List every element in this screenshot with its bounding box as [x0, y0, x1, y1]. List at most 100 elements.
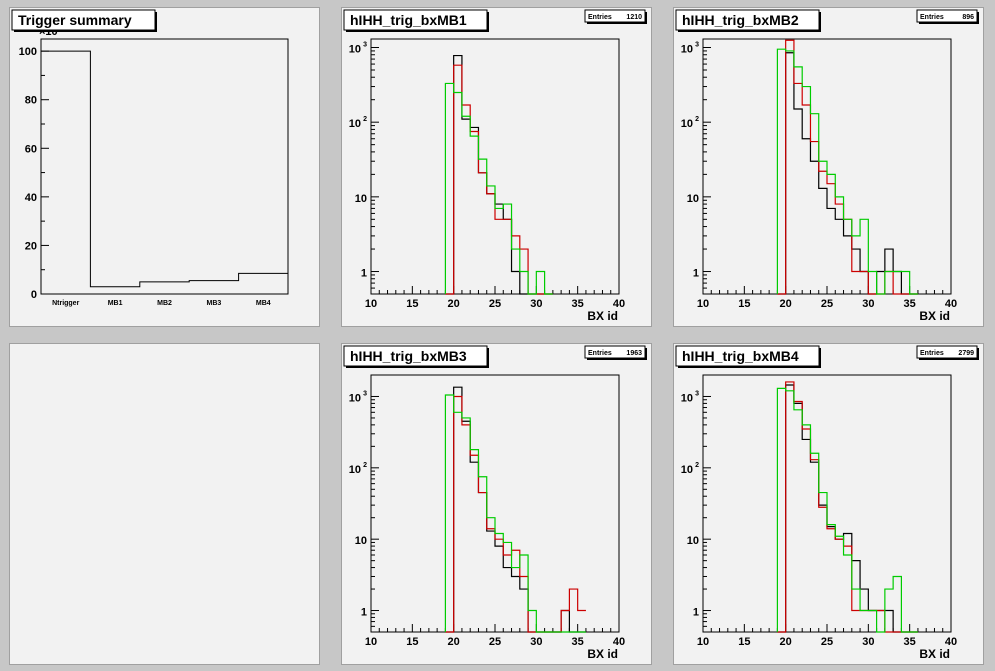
y-tick-label-2: 10: [681, 464, 693, 476]
stats-box-shadow: [977, 12, 979, 24]
chart-title-shadow: [155, 12, 157, 31]
stats-value: 2799: [958, 350, 974, 357]
category-label-1: MB1: [108, 300, 123, 307]
series-2: [444, 82, 553, 295]
stats-label: Entries: [920, 14, 944, 21]
series-0: [445, 386, 586, 633]
x-tick-label-5: 35: [572, 636, 584, 648]
y-tick-label-2: 10: [349, 118, 361, 130]
plot-frame: [40, 38, 289, 295]
y-tick-exp-3: 3: [363, 390, 367, 397]
chart-title: Trigger summary: [18, 12, 132, 28]
pad-empty: [9, 343, 320, 665]
y-tick-exp-2: 2: [363, 116, 367, 123]
y-tick-label-2: 10: [349, 464, 361, 476]
series-2-line: [776, 387, 918, 633]
series-1-line: [445, 395, 586, 633]
series-1-line: [777, 39, 918, 295]
chart-title-shadow-bottom: [678, 30, 821, 32]
y-tick-label-5: 100: [19, 46, 37, 58]
pad-bx-mb2: 10 15 20 25 30 35 40 1 10 10 2 10 3 BX id hIHH_trig_bx…: [673, 7, 984, 327]
y-tick-label-1: 10: [687, 535, 699, 547]
y-tick-label-3: 10: [349, 44, 361, 56]
x-tick-label-3: 25: [489, 636, 501, 648]
x-tick-label-1: 15: [738, 636, 750, 648]
y-tick-exp-2: 2: [695, 116, 699, 123]
series-1: [777, 381, 918, 633]
x-tick-label-6: 40: [945, 298, 957, 310]
x-tick-label-4: 30: [530, 636, 542, 648]
y-tick-label-3: 10: [681, 44, 693, 56]
x-tick-label-1: 15: [406, 298, 418, 310]
chart-title-shadow: [487, 348, 489, 367]
y-tick-label-0: 1: [361, 607, 367, 619]
x-axis-label: BX id: [919, 647, 950, 661]
x-tick-label-0: 10: [697, 636, 709, 648]
x-tick-label-3: 25: [821, 636, 833, 648]
series-2-line: [444, 394, 586, 633]
x-tick-label-0: 10: [365, 298, 377, 310]
x-tick-label-1: 15: [738, 298, 750, 310]
y-tick-label-1: 10: [355, 535, 367, 547]
series-2: [776, 48, 918, 295]
stats-box-shadow-bottom: [587, 22, 647, 24]
y-tick-label-3: 10: [349, 392, 361, 404]
series-1-line: [777, 381, 918, 633]
stats-box-shadow-bottom: [919, 22, 979, 24]
y-tick-label-2: 40: [25, 192, 37, 204]
y-tick-label-3: 60: [25, 143, 37, 155]
chart-title-shadow: [819, 348, 821, 367]
series-0: [777, 52, 918, 295]
stats-box-shadow: [977, 348, 979, 360]
stats-box-shadow-bottom: [919, 358, 979, 360]
series-2-line: [444, 82, 553, 295]
y-tick-exp-2: 2: [695, 462, 699, 469]
series-2: [444, 394, 586, 633]
category-label-4: MB4: [256, 300, 271, 307]
series-0-line: [445, 386, 586, 633]
x-tick-label-5: 35: [904, 636, 916, 648]
stats-box-shadow: [645, 12, 647, 24]
x-tick-label-3: 25: [489, 298, 501, 310]
chart-title-shadow: [819, 12, 821, 31]
category-label-0: Ntrigger: [52, 300, 80, 307]
x-tick-label-6: 40: [613, 636, 625, 648]
stats-value: 896: [962, 14, 974, 21]
x-tick-label-4: 30: [862, 298, 874, 310]
x-tick-label-2: 20: [448, 636, 460, 648]
chart-title-shadow: [487, 12, 489, 31]
y-tick-label-0: 1: [361, 268, 367, 280]
stats-label: Entries: [588, 350, 612, 357]
chart-svg-0: 020406080100×103NtriggerMB1MB2MB3MB4Trig…: [11, 9, 289, 307]
chart-title-shadow-bottom: [346, 366, 489, 368]
chart-title: hIHH_trig_bxMB2: [682, 12, 799, 28]
x-tick-label-2: 20: [780, 298, 792, 310]
stats-value: 1210: [626, 14, 642, 21]
x-tick-label-0: 10: [365, 636, 377, 648]
x-tick-label-1: 15: [406, 636, 418, 648]
x-tick-label-2: 20: [780, 636, 792, 648]
chart-title: hIHH_trig_bxMB4: [682, 348, 799, 364]
x-tick-label-2: 20: [448, 298, 460, 310]
y-tick-label-3: 10: [681, 392, 693, 404]
y-tick-label-2: 10: [681, 118, 693, 130]
x-tick-label-6: 40: [613, 298, 625, 310]
stats-box-shadow: [645, 348, 647, 360]
stats-label: Entries: [588, 14, 612, 21]
y-tick-exp-3: 3: [695, 42, 699, 49]
x-tick-label-4: 30: [862, 636, 874, 648]
x-tick-label-3: 25: [821, 298, 833, 310]
stats-value: 1963: [626, 350, 642, 357]
x-tick-label-4: 30: [530, 298, 542, 310]
x-tick-label-0: 10: [697, 298, 709, 310]
series-0-line: [777, 52, 918, 295]
y-tick-label-4: 80: [25, 95, 37, 107]
chart-title-shadow-bottom: [14, 30, 157, 32]
series-2: [776, 387, 918, 633]
x-tick-label-5: 35: [572, 298, 584, 310]
chart-title-shadow-bottom: [346, 30, 489, 32]
chart-title: hIHH_trig_bxMB3: [350, 348, 467, 364]
y-tick-label-1: 10: [687, 193, 699, 205]
y-tick-label-1: 10: [355, 193, 367, 205]
